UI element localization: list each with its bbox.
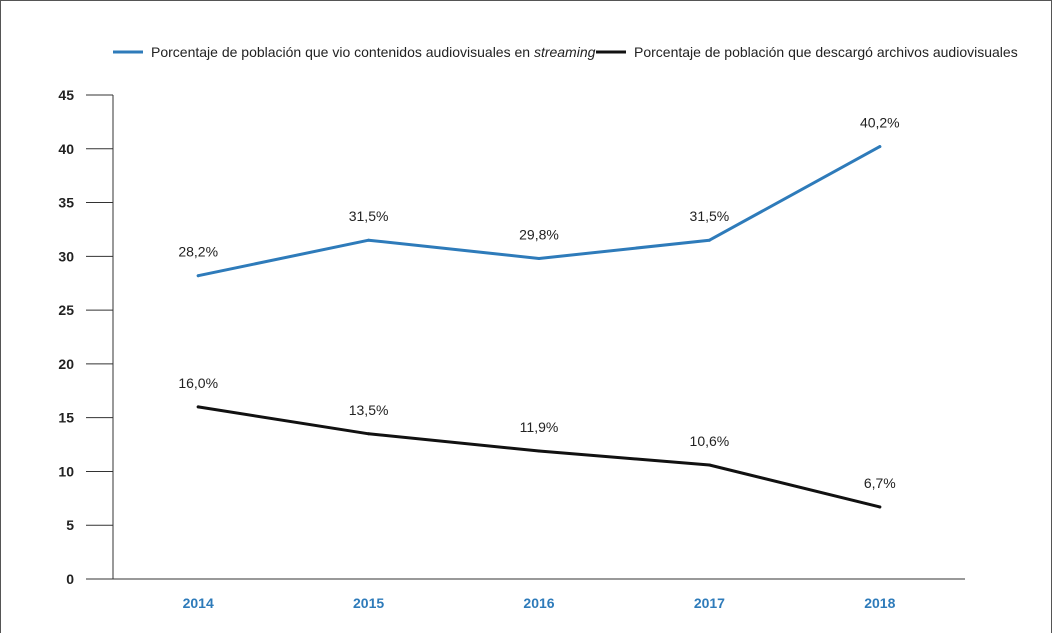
data-point (196, 274, 200, 278)
data-label: 28,2% (178, 244, 218, 260)
data-label: 31,5% (690, 208, 730, 224)
legend-label-downloads: Porcentaje de población que descargó arc… (634, 44, 1018, 60)
y-tick-label: 25 (58, 302, 74, 318)
y-tick-label: 15 (58, 410, 74, 426)
x-tick-label: 2014 (183, 595, 214, 611)
x-tick-label: 2015 (353, 595, 384, 611)
x-tick-label: 2016 (523, 595, 554, 611)
data-point (707, 238, 711, 242)
legend: Porcentaje de población que vio contenid… (113, 44, 1018, 60)
y-tick-label: 20 (58, 356, 74, 372)
data-label: 11,9% (520, 419, 559, 435)
data-label: 40,2% (860, 115, 900, 131)
y-tick-label: 40 (58, 141, 74, 157)
data-point (878, 505, 882, 509)
legend-label-streaming: Porcentaje de población que vio contenid… (151, 44, 596, 60)
y-tick-label: 0 (66, 571, 74, 587)
y-tick-label: 45 (58, 87, 74, 103)
data-labels: 28,2% 31,5% 29,8% 31,5% 40,2% 16,0% 13,5% 11,9%… (178, 115, 899, 491)
x-tick-label: 2017 (694, 595, 725, 611)
y-tick-label: 10 (58, 463, 74, 479)
data-point (537, 256, 541, 260)
data-point (878, 145, 882, 149)
data-point (537, 449, 541, 453)
series-line-0 (196, 145, 882, 278)
axes: 0 5 10 15 20 25 30 35 40 45 2014 2015 2016 2017 2018 (58, 87, 965, 611)
data-point (196, 405, 200, 409)
data-label: 6,7% (864, 475, 896, 491)
series-lines (196, 145, 882, 509)
data-point (367, 432, 371, 436)
data-label: 31,5% (349, 208, 389, 224)
data-label: 29,8% (519, 226, 559, 242)
legend-label-streaming-prefix: Porcentaje de población que vio contenid… (151, 44, 534, 60)
data-label: 10,6% (690, 433, 730, 449)
y-tick-label: 35 (58, 195, 74, 211)
x-tick-label: 2018 (864, 595, 895, 611)
data-point (367, 238, 371, 242)
data-point (707, 463, 711, 467)
data-label: 13,5% (349, 402, 389, 418)
y-tick-label: 5 (66, 517, 74, 533)
legend-label-streaming-emphasis: streaming (534, 44, 596, 60)
y-tick-label: 30 (58, 248, 74, 264)
data-label: 16,0% (178, 375, 218, 391)
